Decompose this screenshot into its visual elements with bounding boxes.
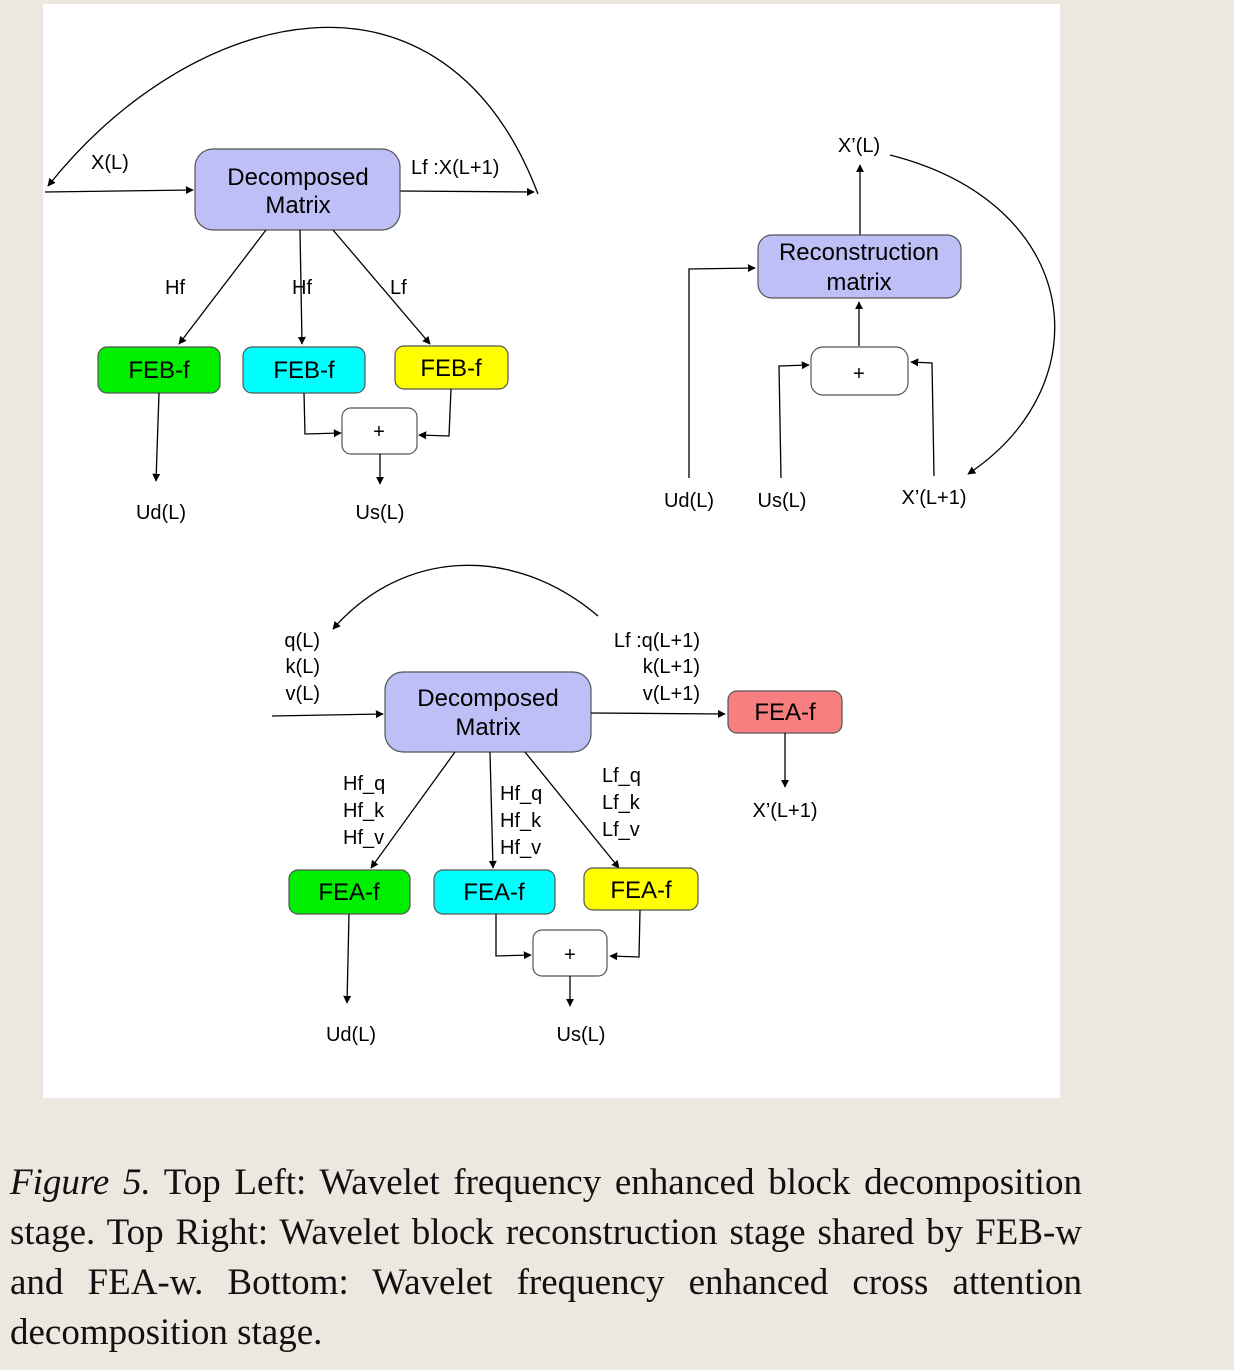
tl-input-label: X(L) xyxy=(91,152,129,174)
top-right-diagram: X’(L) Reconstruction matrix + Ud(L) Us(L… xyxy=(664,135,1056,512)
tr-reconstruction-matrix xyxy=(757,234,962,299)
b-decomposed-matrix xyxy=(384,671,592,753)
b-fea-yellow xyxy=(583,867,699,911)
b-edge-mid-k: Hf_k xyxy=(500,810,542,832)
b-fea-green xyxy=(288,869,411,915)
tr-us-to-plus xyxy=(778,361,810,479)
tl-edge-hf-left xyxy=(178,229,267,345)
tr-plus-label: + xyxy=(853,363,865,385)
b-edge-right xyxy=(524,751,620,869)
figure-number: Figure 5. xyxy=(10,1162,151,1203)
tl-decomposed-matrix xyxy=(194,148,401,231)
b-lf-q-label: Lf :q(L+1) xyxy=(614,630,700,652)
tl-feb-yellow-label: FEB-f xyxy=(420,355,482,382)
tl-cyan-to-plus xyxy=(303,392,342,438)
b-fea-yellow-label: FEA-f xyxy=(610,877,672,904)
b-loop-arc xyxy=(332,564,599,630)
b-output-x-label: X’(L+1) xyxy=(752,800,817,822)
tl-decomposed-label-1: Decomposed xyxy=(227,164,368,191)
b-input-v-label: v(L) xyxy=(286,683,320,705)
figure-caption: Figure 5. Top Left: Wavelet frequency en… xyxy=(10,1158,1082,1358)
b-cyan-to-plus xyxy=(495,914,532,960)
tr-input-ud-label: Ud(L) xyxy=(664,490,714,512)
tl-yellow-to-plus xyxy=(418,388,452,440)
b-output-us-label: Us(L) xyxy=(557,1024,606,1046)
b-decomposed-label-2: Matrix xyxy=(455,714,520,741)
caption-text: Top Left: Wavelet frequency enhanced blo… xyxy=(10,1162,1082,1353)
b-plus-label: + xyxy=(564,944,576,966)
b-fea-cyan xyxy=(433,869,556,915)
b-fea-red-label: FEA-f xyxy=(754,699,816,726)
figure-panel: Decomposed Matrix X(L) Lf :X(L+1) Hf Hf … xyxy=(43,4,1060,1098)
b-yellow-to-plus xyxy=(609,909,641,961)
b-lf-k-label: k(L+1) xyxy=(643,656,700,678)
b-decomposed-label-1: Decomposed xyxy=(417,685,558,712)
tl-feb-yellow xyxy=(394,345,509,390)
tr-loop-arc xyxy=(889,154,1056,475)
tl-plus-label: + xyxy=(373,421,385,443)
tr-ud-to-recon xyxy=(688,264,756,478)
tl-green-down-arrow xyxy=(152,392,161,482)
b-input-arrow xyxy=(271,710,384,719)
b-input-k-label: k(L) xyxy=(286,656,320,678)
b-edge-left xyxy=(370,751,456,869)
tl-lf-output-arrow xyxy=(399,187,535,196)
tl-feb-cyan-label: FEB-f xyxy=(273,357,335,384)
b-edge-left-v: Hf_v xyxy=(343,827,384,849)
b-edge-mid-v: Hf_v xyxy=(500,837,541,859)
tr-reconstruction-label-2: matrix xyxy=(826,269,891,296)
b-fea-cyan-label: FEA-f xyxy=(463,879,525,906)
b-output-ud-label: Ud(L) xyxy=(326,1024,376,1046)
tr-x-to-plus xyxy=(910,358,935,477)
tl-edge-lf-right xyxy=(332,229,431,345)
tl-loop-arc xyxy=(47,26,539,195)
tl-output-ud-label: Ud(L) xyxy=(136,502,186,524)
tr-input-x-label: X’(L+1) xyxy=(901,487,966,509)
tr-output-label: X’(L) xyxy=(838,135,880,157)
tr-reconstruction-label-1: Reconstruction xyxy=(779,239,939,266)
b-fea-green-label: FEA-f xyxy=(318,879,380,906)
tl-feb-green-label: FEB-f xyxy=(128,357,190,384)
tl-edge-hf-left-label: Hf xyxy=(165,277,185,299)
tl-input-arrow xyxy=(44,186,194,195)
tl-edge-lf-right-label: Lf xyxy=(390,277,407,299)
b-edge-mid xyxy=(488,751,497,869)
b-edge-left-q: Hf_q xyxy=(343,773,385,795)
b-lf-output-arrow xyxy=(590,709,726,718)
b-edge-mid-q: Hf_q xyxy=(500,783,542,805)
b-edge-right-v: Lf_v xyxy=(602,819,640,841)
b-edge-right-k: Lf_k xyxy=(602,792,641,814)
diagram-svg: Decomposed Matrix X(L) Lf :X(L+1) Hf Hf … xyxy=(44,26,1056,1046)
b-green-down-arrow xyxy=(343,913,352,1004)
bottom-diagram: q(L) k(L) v(L) Lf :q(L+1) k(L+1) v(L+1) … xyxy=(271,564,843,1046)
tr-input-us-label: Us(L) xyxy=(758,490,807,512)
tr-plus-box xyxy=(810,346,909,396)
top-left-diagram: Decomposed Matrix X(L) Lf :X(L+1) Hf Hf … xyxy=(44,26,539,524)
b-edge-right-q: Lf_q xyxy=(602,765,641,787)
b-edge-left-k: Hf_k xyxy=(343,800,385,822)
tl-decomposed-label-2: Matrix xyxy=(265,192,330,219)
b-input-q-label: q(L) xyxy=(284,630,320,652)
tl-edge-hf-mid xyxy=(297,229,306,345)
tl-lf-output-label: Lf :X(L+1) xyxy=(411,157,499,179)
tl-edge-hf-mid-label: Hf xyxy=(292,277,312,299)
tl-output-us-label: Us(L) xyxy=(356,502,405,524)
b-lf-v-label: v(L+1) xyxy=(643,683,700,705)
